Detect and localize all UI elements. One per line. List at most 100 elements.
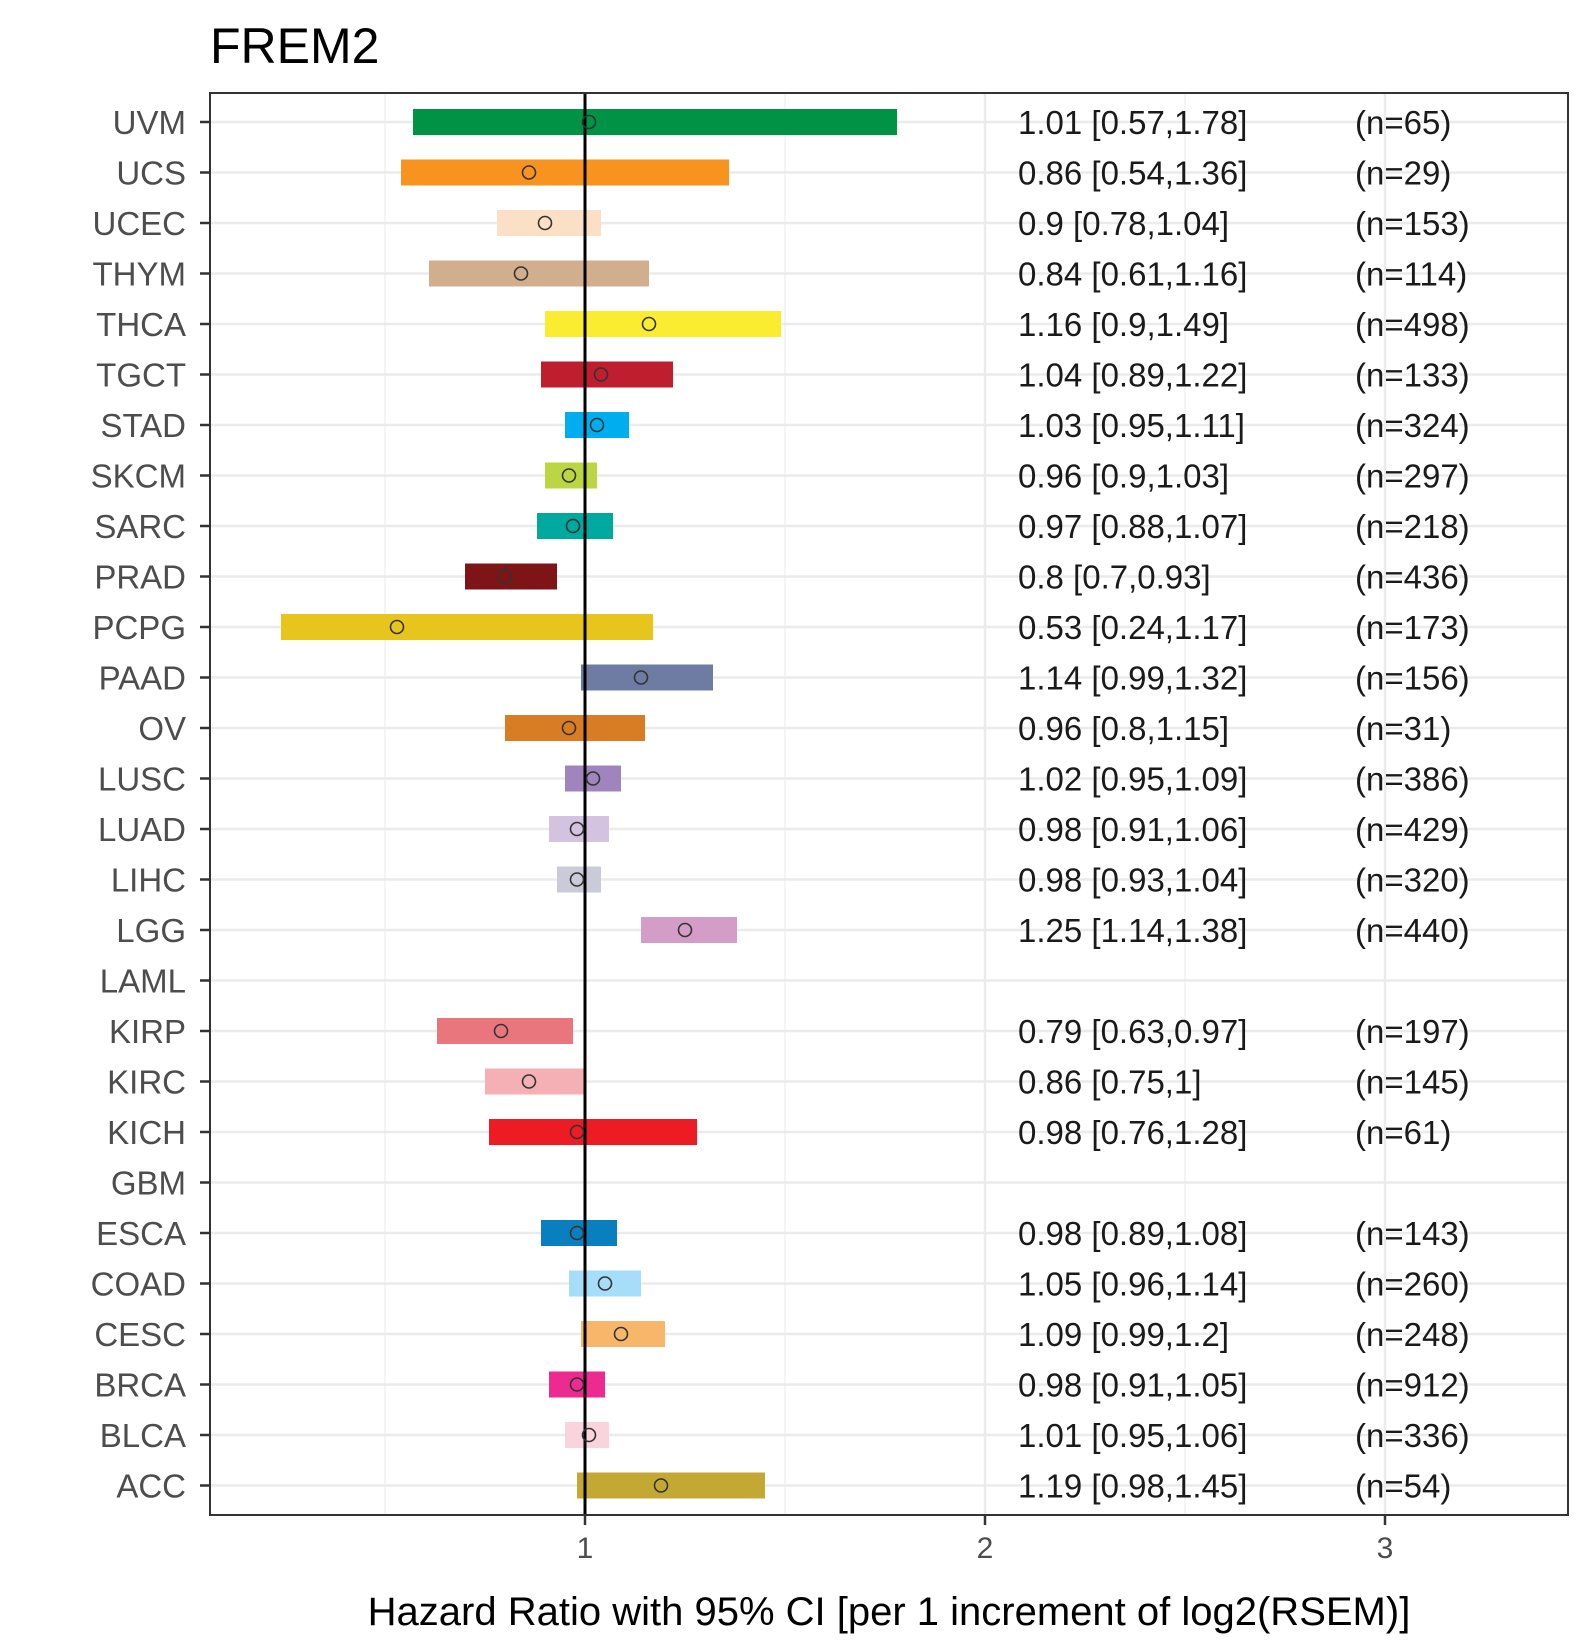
ci-bar-lihc [557,866,601,893]
y-label-ucec: UCEC [92,205,186,242]
y-label-acc: ACC [116,1468,186,1505]
ci-bar-pcpg [281,614,653,640]
sample-size-text: (n=336) [1355,1417,1470,1454]
sample-size-text: (n=29) [1355,155,1451,192]
y-label-lusc: LUSC [98,761,186,798]
y-label-gbm: GBM [111,1165,186,1202]
hr-ci-text: 0.98 [0.91,1.06] [1018,811,1247,848]
y-label-coad: COAD [91,1266,186,1303]
hr-ci-text: 0.96 [0.8,1.15] [1018,710,1229,747]
sample-size-text: (n=440) [1355,912,1470,949]
hr-ci-text: 0.9 [0.78,1.04] [1018,205,1229,242]
y-axis-labels: UVM UCS UCEC THYM THCA TGCT STAD SKCM SARC PRAD PC… [91,104,210,1505]
y-label-cesc: CESC [94,1316,186,1353]
hr-point-esca [569,1225,585,1241]
hr-point-tgct [593,367,609,382]
y-label-uvm: UVM [113,104,186,141]
sample-size-text: (n=133) [1355,357,1470,394]
hr-point-cesc [613,1326,629,1342]
hr-ci-text: 0.53 [0.24,1.17] [1018,609,1247,646]
ci-bar-skcm [545,462,597,489]
hr-point-prad [497,569,513,584]
ci-bar-kich [489,1119,697,1145]
hr-ci-text: 0.96 [0.9,1.03] [1018,458,1229,495]
hr-point-thca [641,316,657,332]
hr-points [389,114,693,1493]
y-label-laml: LAML [100,963,186,1000]
plot-panel-border [209,92,1569,1516]
x-tick-label: 3 [1377,1532,1394,1565]
hr-ci-text: 0.86 [0.54,1.36] [1018,155,1247,192]
sample-size-text: (n=260) [1355,1266,1470,1303]
sample-size-text: (n=324) [1355,407,1470,444]
hr-ci-text: 1.09 [0.99,1.2] [1018,1316,1229,1353]
x-axis-title: Hazard Ratio with 95% CI [per 1 incremen… [368,1590,1411,1634]
sample-size-text: (n=31) [1355,710,1451,747]
hr-ci-text: 0.8 [0.7,0.93] [1018,559,1211,596]
hr-point-kirp [493,1023,509,1039]
ci-bar-kirp [437,1018,573,1044]
hr-ci-text: 0.84 [0.61,1.16] [1018,256,1247,293]
sample-size-text: (n=143) [1355,1215,1470,1252]
hr-ci-text: 1.05 [0.96,1.14] [1018,1266,1247,1303]
y-label-pcpg: PCPG [92,609,186,646]
hr-ci-text: 0.86 [0.75,1] [1018,1064,1201,1101]
sample-size-text: (n=248) [1355,1316,1470,1353]
hr-ci-text: 1.14 [0.99,1.32] [1018,660,1247,697]
sample-size-text: (n=145) [1355,1064,1470,1101]
ci-bar-ucs [401,159,729,186]
sample-size-text: (n=386) [1355,761,1470,798]
sample-size-text: (n=153) [1355,205,1470,242]
y-label-ucs: UCS [116,155,186,192]
y-label-tgct: TGCT [96,357,186,394]
hr-ci-text: 0.98 [0.91,1.05] [1018,1367,1247,1404]
ci-bar-thym [429,260,649,287]
ci-bar-stad [565,412,629,438]
y-label-prad: PRAD [94,559,186,596]
sample-size-text: (n=436) [1355,559,1470,596]
y-label-kirc: KIRC [107,1064,186,1101]
hr-ci-text: 1.01 [0.95,1.06] [1018,1417,1247,1454]
y-label-sarc: SARC [94,508,186,545]
hr-ci-text: 1.19 [0.98,1.45] [1018,1468,1247,1505]
hr-ci-text: 1.25 [1.14,1.38] [1018,912,1247,949]
hr-ci-text: 0.98 [0.76,1.28] [1018,1114,1247,1151]
hr-ci-text: 0.98 [0.93,1.04] [1018,862,1247,899]
ci-bar-acc [577,1472,765,1499]
ci-bar-luad [549,816,609,842]
y-label-kirp: KIRP [109,1013,186,1050]
y-label-stad: STAD [100,407,186,444]
hr-point-sarc [565,518,581,534]
y-label-kich: KICH [107,1114,186,1151]
y-label-lgg: LGG [116,912,186,949]
hr-point-blca [581,1427,597,1443]
hr-point-uvm [581,114,597,130]
y-label-paad: PAAD [99,660,186,697]
hr-point-pcpg [389,619,405,635]
ci-bar-sarc [537,513,613,539]
plot-panel-background [210,93,1568,1515]
hr-point-lusc [585,771,601,786]
y-label-thca: THCA [96,306,186,343]
hr-ci-text: 1.02 [0.95,1.09] [1018,761,1247,798]
ci-bar-lusc [565,765,621,792]
grid-lines [210,93,1568,1515]
hr-point-kirc [521,1074,537,1089]
hr-point-coad [597,1276,613,1291]
y-label-lihc: LIHC [111,862,186,899]
hr-point-kich [569,1124,585,1140]
ci-bar-cesc [581,1321,665,1347]
sample-size-text: (n=197) [1355,1013,1470,1050]
hr-point-paad [633,670,649,685]
hr-point-brca [569,1377,585,1392]
hr-point-ov [561,720,577,736]
hr-point-ucs [521,165,537,180]
sample-size-text: (n=429) [1355,811,1470,848]
y-label-esca: ESCA [96,1215,186,1252]
chart-title: FREM2 [210,18,379,74]
sample-size-text: (n=65) [1355,104,1451,141]
hr-ci-text: 0.79 [0.63,0.97] [1018,1013,1247,1050]
hr-ci-text: 1.01 [0.57,1.78] [1018,104,1247,141]
x-axis: 1 2 3 [577,1515,1394,1565]
